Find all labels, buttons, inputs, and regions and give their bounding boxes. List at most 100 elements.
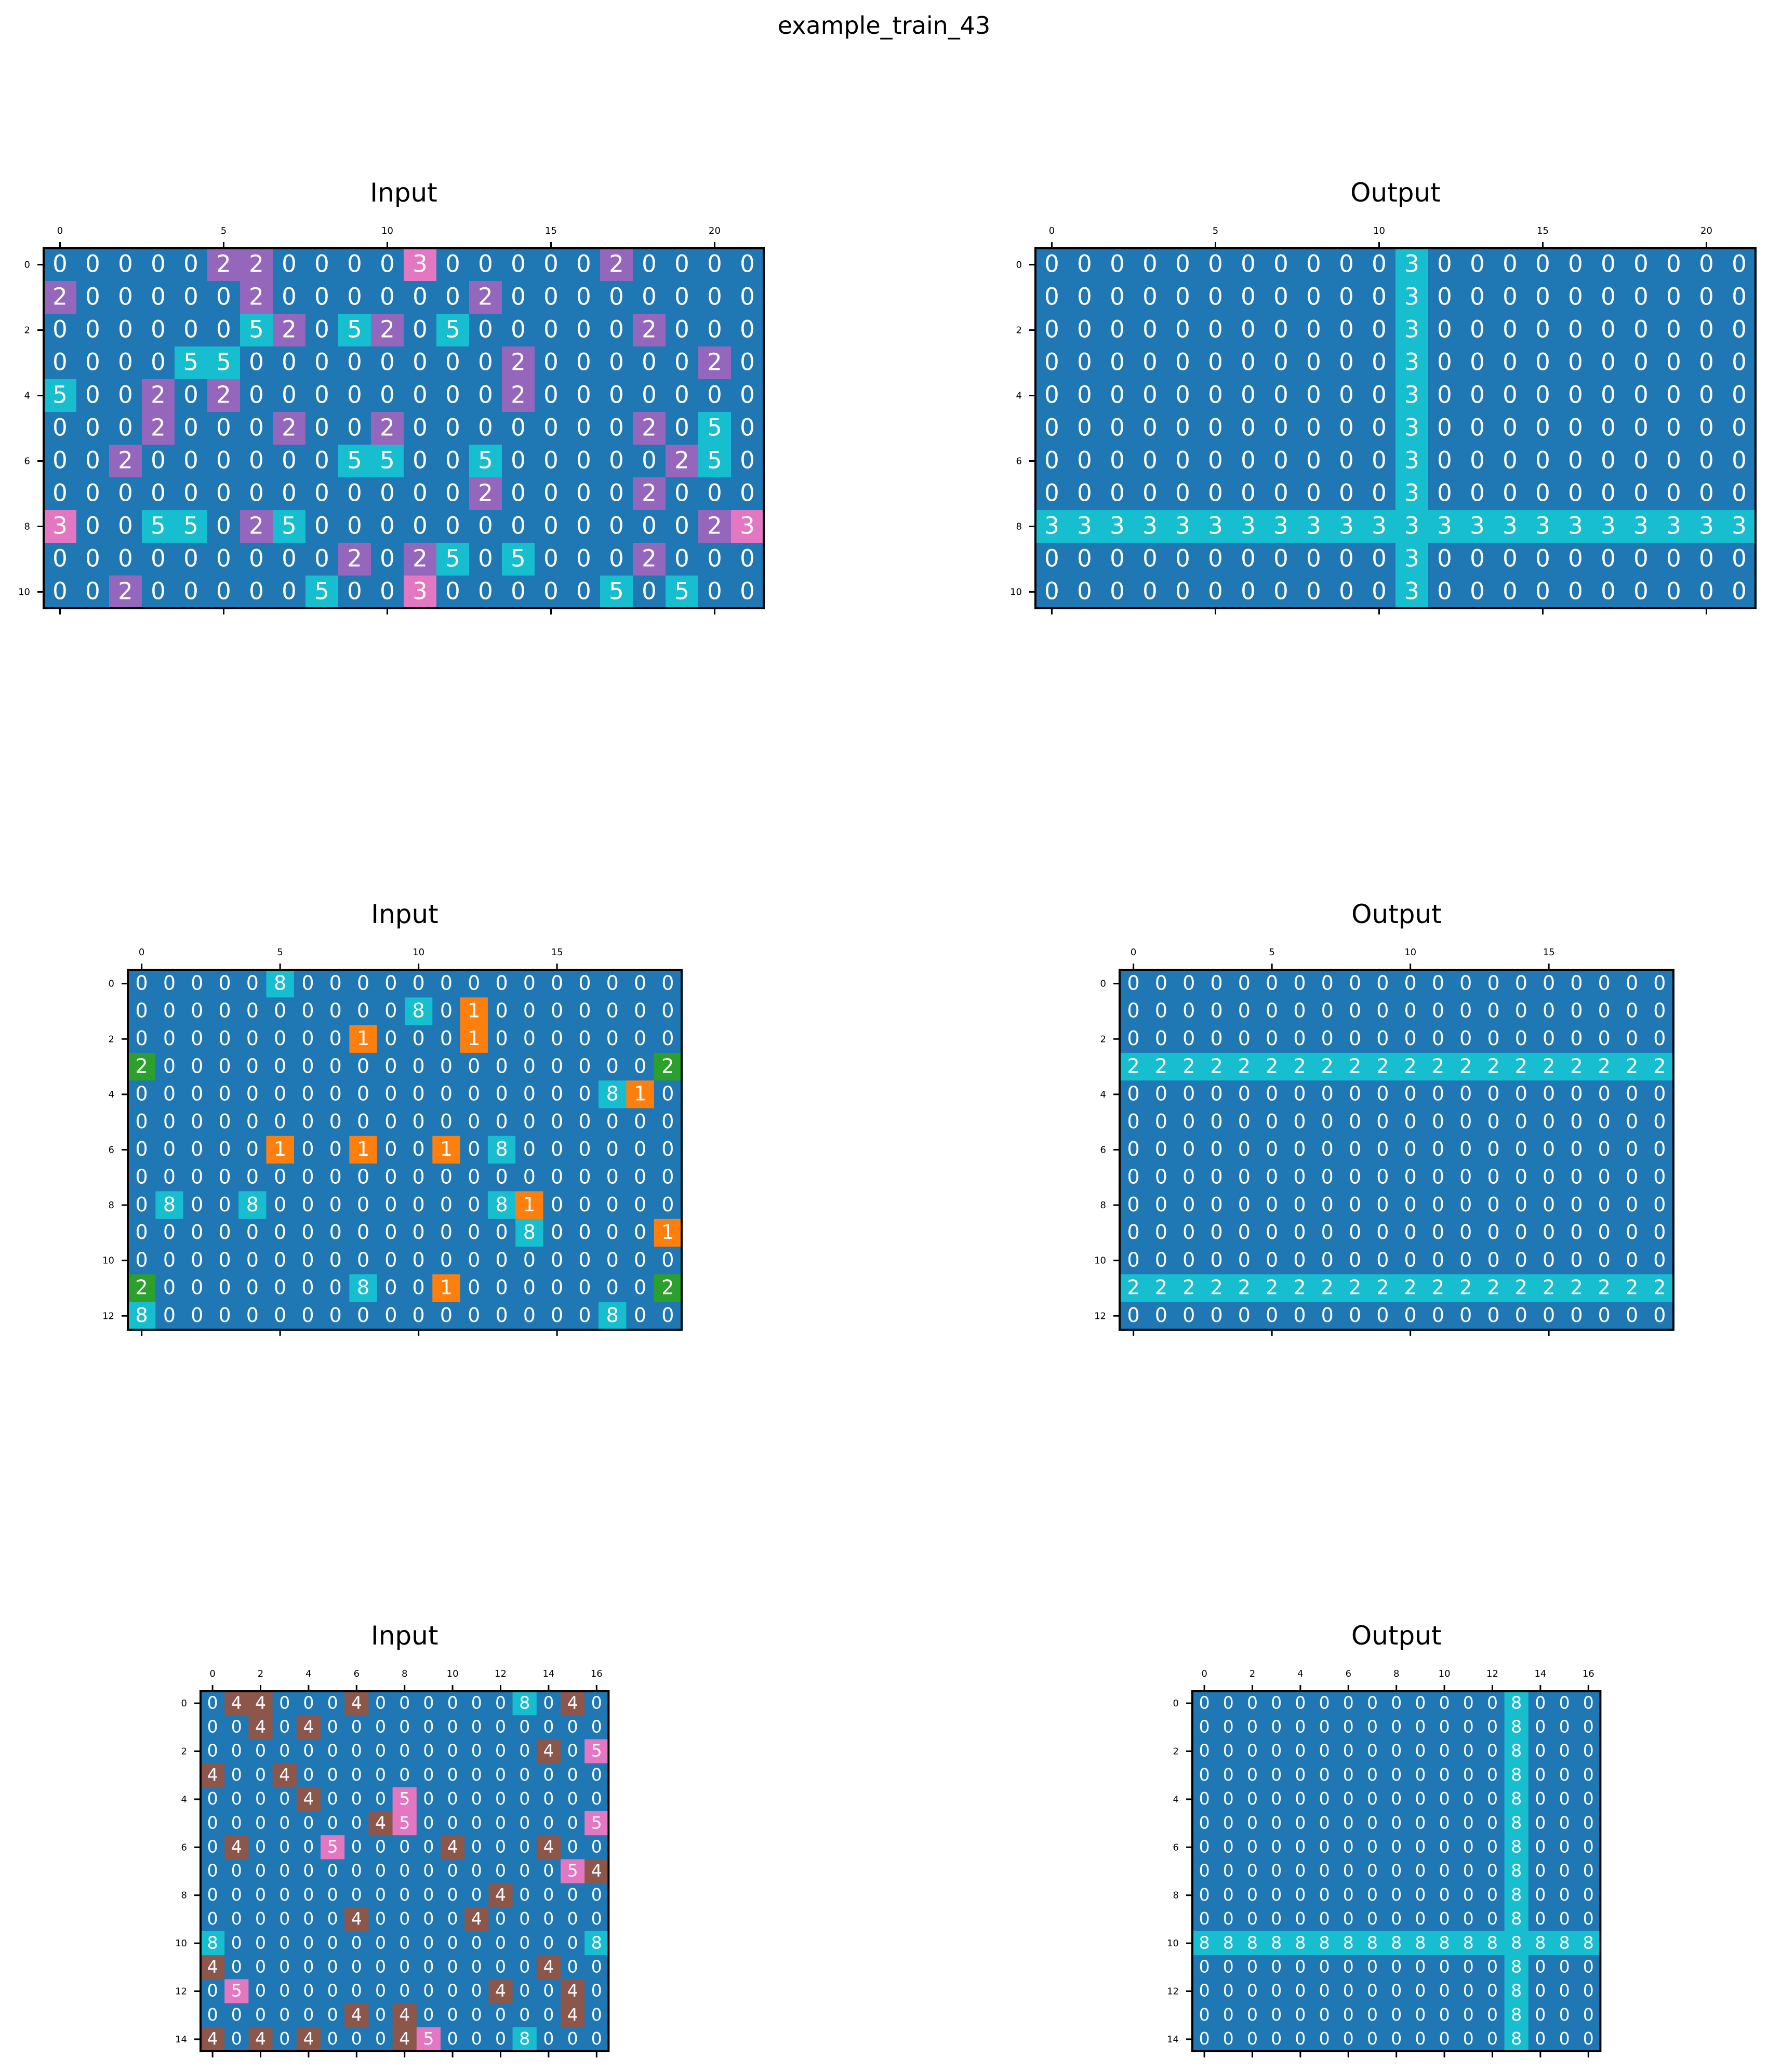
heatmap-cell: [1363, 576, 1396, 609]
heatmap-cell: [543, 1302, 571, 1330]
cell-value-label: 0: [445, 446, 460, 474]
y-tick-label: 10: [1167, 1938, 1179, 1949]
cell-value-label: 0: [609, 413, 624, 441]
heatmap-cell: [377, 1080, 405, 1108]
heatmap-cell: [460, 1247, 488, 1275]
cell-value-label: 0: [1535, 1692, 1546, 1713]
cell-value-label: 0: [1241, 348, 1256, 376]
x-tick-label: 8: [402, 1668, 407, 1679]
cell-value-label: 0: [1339, 413, 1354, 441]
cell-value-label: 0: [329, 1138, 342, 1160]
panel-title: Output: [1351, 899, 1442, 929]
cell-value-label: 0: [249, 479, 264, 506]
heatmap-cell: [1395, 346, 1429, 380]
cell-value-label: 0: [468, 1304, 480, 1327]
heatmap-cell: [294, 1274, 322, 1303]
heatmap-cell: [502, 379, 535, 412]
cell-value-label: 0: [1238, 999, 1251, 1022]
cell-value-label: 0: [282, 446, 297, 474]
cell-value-label: 0: [1432, 1110, 1444, 1133]
heatmap-cell: [1313, 1247, 1341, 1275]
cell-value-label: 0: [661, 1165, 674, 1188]
cell-value-label: 0: [1633, 479, 1649, 506]
cell-value-label: 0: [447, 1764, 458, 1785]
heatmap-cell: [460, 997, 488, 1026]
heatmap-cell: [1657, 576, 1691, 609]
heatmap-cell: [1395, 412, 1429, 445]
heatmap-cell: [155, 1247, 184, 1275]
cell-value-label: 0: [1199, 1716, 1210, 1736]
heatmap-cell: [469, 379, 502, 412]
cell-value-label: 0: [1391, 1836, 1402, 1856]
x-tick-label: 15: [1537, 225, 1549, 236]
cell-value-label: 2: [282, 413, 297, 441]
cell-value-label: 0: [1570, 999, 1583, 1022]
heatmap-cell: [1068, 445, 1101, 478]
cell-value-label: 1: [440, 1276, 453, 1299]
cell-value-label: 4: [303, 1716, 314, 1736]
cell-value-label: 0: [1666, 544, 1681, 572]
cell-value-label: 0: [301, 1165, 314, 1188]
heatmap-cell: [599, 1164, 627, 1192]
heatmap-cell: [436, 412, 470, 445]
cell-value-label: 8: [246, 1193, 259, 1216]
cell-value-label: 0: [543, 544, 559, 572]
cell-value-label: 0: [357, 1082, 369, 1105]
cell-value-label: 0: [255, 1956, 266, 1976]
heatmap-cell: [487, 997, 516, 1026]
y-tick-label: 2: [181, 1746, 187, 1757]
cell-value-label: 0: [1319, 1956, 1330, 1976]
heatmap-cell: [1590, 1052, 1618, 1081]
cell-value-label: 0: [609, 348, 624, 376]
heatmap-cell: [515, 997, 543, 1026]
cell-value-label: 0: [1391, 1764, 1402, 1785]
heatmap-cell: [1618, 1191, 1646, 1220]
cell-value-label: 0: [1666, 577, 1681, 605]
cell-value-label: 0: [1343, 1716, 1354, 1736]
heatmap-cell: [1526, 412, 1560, 445]
heatmap-cell: [666, 412, 699, 445]
heatmap-cell: [1723, 543, 1756, 576]
cell-value-label: 0: [274, 1110, 286, 1133]
cell-value-label: 0: [151, 446, 166, 474]
heatmap-cell: [1397, 1247, 1425, 1275]
cell-value-label: 0: [1543, 1165, 1555, 1188]
cell-value-label: 0: [218, 1276, 231, 1299]
heatmap-cell: [183, 1052, 211, 1081]
cell-value-label: 0: [1699, 250, 1714, 277]
cell-value-label: 0: [1487, 1082, 1499, 1105]
cell-value-label: 3: [1142, 512, 1158, 539]
cell-value-label: 2: [511, 381, 526, 408]
cell-value-label: 0: [413, 1054, 425, 1077]
cell-value-label: 0: [1732, 577, 1747, 605]
heatmap-cell: [1166, 379, 1200, 412]
heatmap-cell: [1424, 1025, 1453, 1053]
cell-value-label: 0: [1459, 1248, 1472, 1271]
cell-value-label: 0: [163, 1221, 176, 1244]
cell-value-label: 0: [246, 1304, 259, 1327]
cell-value-label: 0: [740, 446, 755, 474]
cell-value-label: 0: [1223, 1812, 1234, 1833]
cell-value-label: 0: [634, 1304, 646, 1327]
heatmap-cell: [1297, 445, 1331, 478]
heatmap-cell: [567, 346, 601, 380]
cell-value-label: 0: [1271, 1956, 1282, 1976]
cell-value-label: 8: [1487, 1932, 1498, 1953]
heatmap-cell: [1461, 346, 1494, 380]
heatmap-cell: [1368, 1247, 1397, 1275]
heatmap-cell: [1175, 1219, 1203, 1247]
heatmap-cell: [543, 1191, 571, 1220]
cell-value-label: 0: [440, 1110, 453, 1133]
cell-value-label: 2: [1653, 1276, 1666, 1299]
heatmap-cell: [1559, 543, 1592, 576]
heatmap-cell: [349, 997, 378, 1026]
cell-value-label: 0: [1293, 999, 1306, 1022]
cell-value-label: 0: [218, 971, 231, 994]
heatmap-cell: [1559, 576, 1592, 609]
cell-value-label: 0: [1223, 1741, 1234, 1761]
heatmap-cell: [1120, 1191, 1148, 1220]
cell-value-label: 0: [351, 1716, 362, 1736]
heatmap-cell: [436, 510, 470, 543]
heatmap-cell: [633, 445, 666, 478]
heatmap-cell: [599, 1247, 627, 1275]
